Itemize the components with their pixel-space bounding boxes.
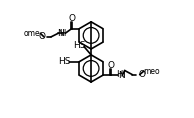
Text: N: N xyxy=(57,29,64,38)
Text: H: H xyxy=(117,70,123,79)
Text: O: O xyxy=(138,70,145,79)
Text: O: O xyxy=(107,61,114,70)
Text: O: O xyxy=(38,32,45,41)
Text: O: O xyxy=(68,14,75,23)
Text: H: H xyxy=(59,29,66,38)
Text: ome: ome xyxy=(24,29,40,38)
Text: N: N xyxy=(119,71,125,80)
Text: HS: HS xyxy=(58,57,70,66)
Text: HS: HS xyxy=(73,41,86,50)
Text: meo: meo xyxy=(144,67,160,76)
